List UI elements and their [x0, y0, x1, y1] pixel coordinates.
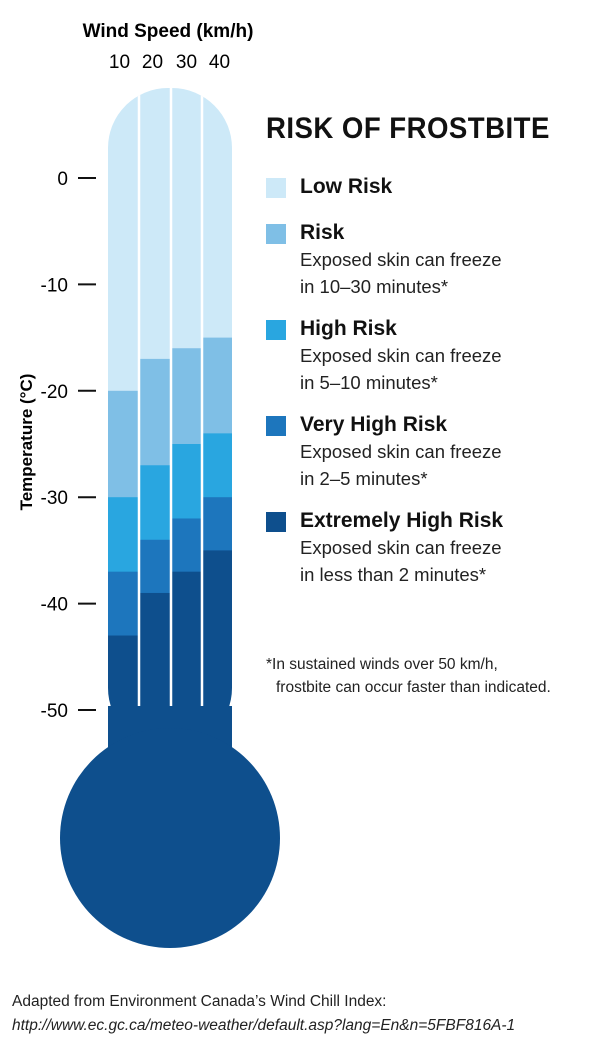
band-30-risk [171, 348, 202, 445]
legend-swatch [266, 416, 286, 436]
source-credit: Adapted from Environment Canada’s Wind C… [12, 990, 515, 1038]
band-40-low [202, 178, 232, 339]
footnote-line-1: *In sustained winds over 50 km/h, [266, 656, 498, 673]
band-30-extreme [171, 571, 202, 711]
legend-label: Extremely High Risk [300, 509, 504, 532]
thermometer-chart: Wind Speed (km/h) 10 20 30 40 0 -10 -20 -30 -40… [17, 21, 280, 948]
x-tick-labels: 10 20 30 40 [109, 52, 230, 73]
y-axis-title: Temperature (°C) [17, 374, 36, 511]
legend-label: Very High Risk [300, 413, 448, 436]
band-20-very-high [139, 539, 170, 594]
legend-label: Risk [300, 221, 345, 244]
y-axis: 0 -10 -20 -30 -40 -50 [41, 169, 96, 722]
x-tick-label: 10 [109, 52, 130, 73]
band-20-low [139, 178, 170, 360]
band-10-very-high [108, 571, 139, 637]
legend-swatch [266, 224, 286, 244]
legend-description: Exposed skin can freeze [300, 441, 502, 462]
band-10-high [108, 497, 139, 573]
legend-description: Exposed skin can freeze [300, 249, 502, 270]
legend-item-very-high: Very High Risk Exposed skin can freeze in … [266, 412, 596, 492]
source-url: http://www.ec.gc.ca/meteo-weather/defaul… [12, 1017, 516, 1034]
legend-swatch [266, 512, 286, 532]
legend-description: Exposed skin can freeze [300, 537, 502, 558]
band-20-extreme [139, 592, 170, 711]
legend-description: in 2–5 minutes* [300, 468, 428, 489]
band-40-extreme [202, 550, 232, 711]
legend-label: Low Risk [300, 175, 393, 198]
source-text: Adapted from Environment Canada’s Wind C… [12, 993, 387, 1010]
band-30-high [171, 444, 202, 520]
y-tick-label: 0 [57, 169, 68, 190]
tube [108, 88, 232, 711]
band-40-high [202, 433, 232, 498]
band-40-risk [202, 337, 232, 434]
thermometer [60, 88, 280, 948]
legend-swatch [266, 178, 286, 198]
legend-label: High Risk [300, 317, 397, 340]
band-10-extreme [108, 635, 139, 711]
band-40-very-high [202, 497, 232, 551]
y-tick-label: -10 [41, 275, 68, 296]
x-tick-label: 40 [209, 52, 230, 73]
band-20-risk [139, 358, 170, 466]
y-tick-label: -30 [41, 488, 68, 509]
x-tick-label: 30 [176, 52, 197, 73]
footnote: *In sustained winds over 50 km/h, frostb… [266, 653, 600, 699]
y-tick-label: -20 [41, 382, 68, 403]
thermometer-bulb [60, 728, 280, 948]
band-20-high [139, 465, 170, 541]
legend-items: Low Risk Risk Exposed skin can freeze in 10… [266, 174, 596, 588]
legend-item-risk: Risk Exposed skin can freeze in 10–30 minu… [266, 220, 596, 300]
y-tick-label: -50 [41, 701, 68, 722]
y-tick-label: -40 [41, 595, 68, 616]
legend-item-extreme: Extremely High Risk Exposed skin can free… [266, 508, 596, 588]
legend: RISK OF FROSTBITE Low Risk Risk Exposed sk… [266, 112, 596, 604]
legend-description: in 5–10 minutes* [300, 372, 438, 393]
band-10-low [108, 178, 139, 392]
legend-item-high: High Risk Exposed skin can freeze in 5–10 … [266, 316, 596, 396]
band-30-low [171, 178, 202, 349]
legend-description: Exposed skin can freeze [300, 345, 502, 366]
legend-description: in 10–30 minutes* [300, 276, 449, 297]
legend-item-low: Low Risk [266, 174, 596, 200]
x-axis-title: Wind Speed (km/h) [83, 21, 254, 42]
band-30-very-high [171, 518, 202, 573]
x-tick-label: 20 [142, 52, 163, 73]
legend-description: in less than 2 minutes* [300, 564, 487, 585]
band-10-risk [108, 390, 139, 498]
legend-swatch [266, 320, 286, 340]
legend-title: RISK OF FROSTBITE [266, 112, 550, 145]
footnote-line-2: frostbite can occur faster than indicate… [276, 679, 551, 696]
